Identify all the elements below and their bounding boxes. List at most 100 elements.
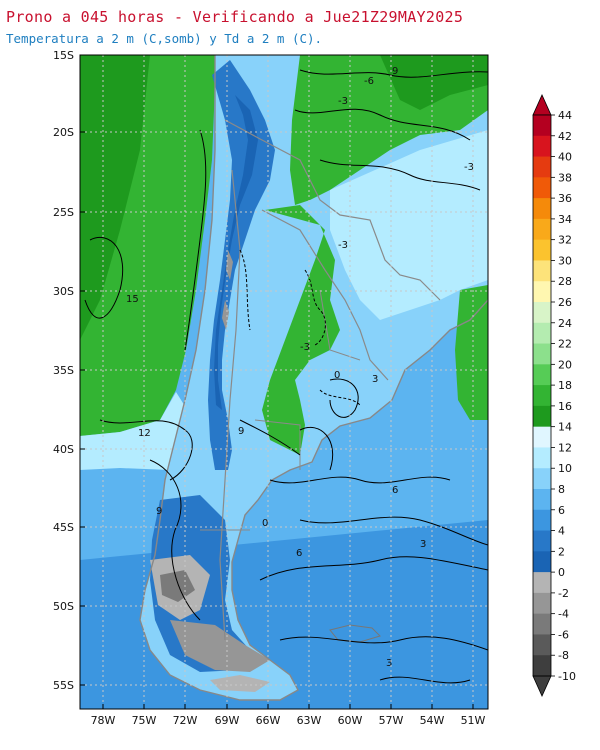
amazon-warmest-field <box>380 55 488 110</box>
colorbar-swatch <box>533 489 551 511</box>
province-borders <box>319 289 361 361</box>
contour-label: 3 <box>420 539 426 550</box>
colorbar-swatch <box>533 343 551 365</box>
colorbar-label: 18 <box>558 379 572 392</box>
colorbar-label: -6 <box>558 628 569 641</box>
lat-label: 20S <box>53 126 74 139</box>
contour-label: 0 <box>262 518 268 529</box>
colorbar-label: -8 <box>558 649 569 662</box>
colorbar-label: 6 <box>558 504 565 517</box>
colorbar-label: 2 <box>558 545 565 558</box>
contour-label: 15 <box>126 294 139 305</box>
lat-label: 30S <box>53 285 74 298</box>
latitude-ticks <box>80 54 85 686</box>
contour-label: -3 <box>338 240 348 251</box>
pacific-warmest-field <box>80 55 150 340</box>
contour-label: 6 <box>296 548 302 559</box>
ice-field-core <box>160 570 195 602</box>
colorbar-swatch <box>533 115 551 137</box>
contour-label: -3 <box>300 342 310 353</box>
longitude-ticks <box>102 704 474 709</box>
lat-label: 50S <box>53 600 74 613</box>
lat-label: 40S <box>53 443 74 456</box>
lon-label: 51W <box>461 714 486 727</box>
colorbar-swatch <box>533 218 551 241</box>
colorbar-label: 22 <box>558 338 572 351</box>
colorbar-swatch <box>533 530 551 552</box>
colorbar-label: 38 <box>558 171 572 184</box>
colorbar-label: 26 <box>558 296 572 309</box>
colorbar-label: 24 <box>558 317 572 330</box>
lon-label: 60W <box>338 714 363 727</box>
contour-label: 6 <box>392 485 398 496</box>
colorbar-label: 14 <box>558 421 572 434</box>
colorbar-label: 40 <box>558 151 572 164</box>
colorbar-label: -2 <box>558 587 569 600</box>
colorbar-swatch <box>533 177 551 199</box>
contour-label: 9 <box>156 506 162 517</box>
brazil-coast-warm-field <box>455 285 488 420</box>
colorbar-swatch <box>533 551 551 573</box>
colorbar-swatch <box>533 385 551 407</box>
lon-label: 69W <box>215 714 240 727</box>
contour-label: -6 <box>364 76 374 87</box>
colorbar-label: -10 <box>558 670 576 683</box>
colorbar-swatch <box>533 468 551 490</box>
colorbar-swatch <box>533 156 551 178</box>
colorbar-swatch <box>533 239 551 261</box>
colorbar-label: 8 <box>558 483 565 496</box>
colorbar-label: -4 <box>558 608 569 621</box>
colorbar-swatch <box>533 613 551 635</box>
lat-label: 15S <box>53 49 74 62</box>
colorbar-frame <box>532 114 552 677</box>
lon-label: 72W <box>173 714 198 727</box>
coastline <box>139 55 488 701</box>
lon-label: 78W <box>91 714 116 727</box>
colorbar-label: 16 <box>558 400 572 413</box>
colorbar-label: 30 <box>558 254 572 267</box>
colorbar-label: 42 <box>558 130 572 143</box>
colorbar-swatch <box>533 405 551 428</box>
lat-label: 45S <box>53 521 74 534</box>
chart-title: Prono a 045 horas - Verificando a Jue21Z… <box>6 8 464 26</box>
colorbar-swatch <box>533 302 551 324</box>
colorbar-label: 20 <box>558 358 572 371</box>
andes-coldest-field <box>214 95 258 410</box>
andes-subzero-patch <box>226 250 233 280</box>
contour-label: 9 <box>392 66 398 77</box>
colorbar-label: 34 <box>558 213 572 226</box>
contour-label: 3 <box>372 374 378 385</box>
contour-label: 3 <box>386 658 392 669</box>
colorbar-label: 0 <box>558 566 565 579</box>
southern-tip-cold <box>210 675 270 692</box>
colorbar-swatch <box>533 634 551 656</box>
map-plot-area: -6 9 -3 -3 15 12 -3 0 9 3 6 6 0 -3 3 3 9… <box>80 55 488 709</box>
longitude-axis: 78W 75W 72W 69W 66W 63W 60W 57W 54W 51W <box>91 714 486 727</box>
colorbar-swatch <box>533 260 551 282</box>
colorbar-bottom-arrow <box>532 675 552 697</box>
lon-label: 66W <box>256 714 281 727</box>
contour-label: 12 <box>138 428 151 439</box>
colorbar-label: 4 <box>558 525 565 538</box>
colorbar-swatch <box>533 281 551 303</box>
colorbar-swatch <box>533 592 551 615</box>
colorbar-top-arrow <box>532 94 552 116</box>
lon-label: 75W <box>132 714 157 727</box>
colorbar-swatch <box>533 198 551 220</box>
contour-label: 0 <box>334 370 340 381</box>
chaco-warm-field <box>262 205 340 455</box>
border-argentina-paraguay <box>261 209 389 381</box>
lat-label: 25S <box>53 206 74 219</box>
southern-brazil-field <box>330 130 488 320</box>
colorbar-swatch <box>533 509 551 532</box>
colorbar-label: 32 <box>558 234 572 247</box>
chart-subtitle: Temperatura a 2 m (C,somb) y Td a 2 m (C… <box>6 31 323 46</box>
contour-label: -3 <box>464 162 474 173</box>
colorbar-label: 12 <box>558 441 572 454</box>
lat-lon-grid <box>80 55 488 709</box>
colorbar-swatch <box>533 447 551 469</box>
lat-label: 35S <box>53 364 74 377</box>
lat-label: 55S <box>53 679 74 692</box>
colorbar-swatch <box>533 655 551 677</box>
